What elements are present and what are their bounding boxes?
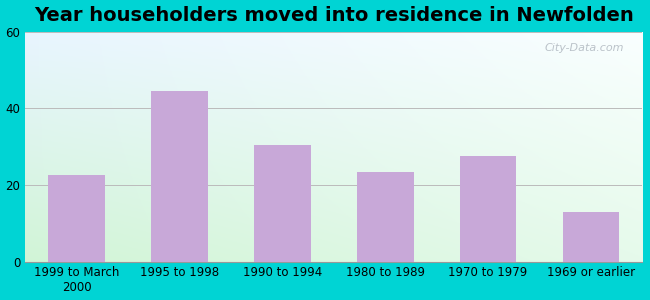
Text: City-Data.com: City-Data.com [544,43,624,53]
Title: Year householders moved into residence in Newfolden: Year householders moved into residence i… [34,6,634,25]
Bar [254,145,311,262]
Bar [49,176,105,262]
Bar [357,172,413,262]
Bar [151,91,208,262]
Bar [460,156,516,262]
Bar [563,212,619,262]
